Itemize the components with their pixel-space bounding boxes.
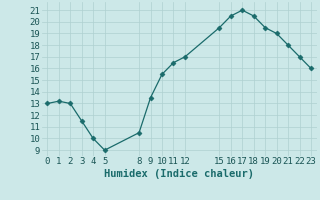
X-axis label: Humidex (Indice chaleur): Humidex (Indice chaleur) <box>104 169 254 179</box>
